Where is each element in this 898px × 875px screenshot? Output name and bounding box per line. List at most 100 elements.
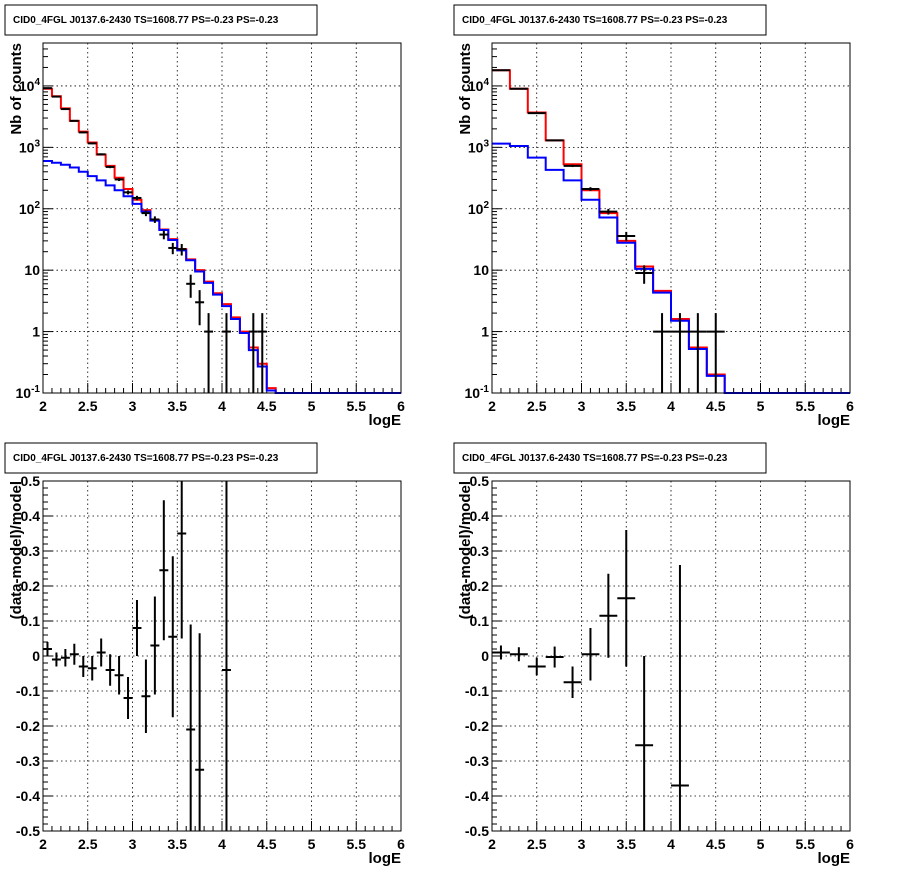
x-tick-label: 3: [578, 398, 586, 414]
data-point: [150, 216, 160, 223]
data-point: [563, 164, 582, 168]
y-tick-label: 1: [32, 324, 40, 340]
x-tick-label: 5: [757, 398, 765, 414]
x-tick-label: 5.5: [796, 398, 816, 414]
residual-point: [60, 649, 70, 667]
residual-point: [527, 657, 546, 676]
residual-point: [599, 573, 618, 658]
x-tick-label: 2.5: [527, 398, 547, 414]
y-axis-label: (data-model)/model: [8, 481, 25, 619]
x-tick-label: 4: [218, 398, 226, 414]
plot-frame: [42, 42, 402, 394]
data-point: [509, 87, 528, 90]
y-tick-label: -0.4: [465, 788, 489, 804]
x-tick-label: 6: [846, 836, 854, 852]
x-axis-label: logE: [818, 850, 851, 867]
data-point: [706, 313, 725, 393]
chart-title: CID0_4FGL J0137.6-2430 TS=1608.77 PS=-0.…: [13, 15, 279, 26]
residual-point: [222, 481, 231, 831]
data-point: [635, 265, 654, 284]
residual-point: [114, 656, 124, 695]
residual-point: [43, 642, 52, 656]
y-tick-label: 10-1: [16, 384, 41, 401]
data-point: [141, 210, 151, 217]
data-point: [132, 195, 142, 201]
y-tick-label: -0.3: [465, 753, 489, 769]
y-tick-label: 0.1: [21, 613, 41, 629]
x-tick-label: 2: [488, 398, 496, 414]
y-tick-label: 104: [468, 77, 490, 94]
data-point: [105, 165, 115, 169]
x-tick-label: 2: [39, 398, 47, 414]
y-tick-label: -0.1: [16, 683, 40, 699]
data-point: [43, 87, 52, 90]
data-point: [688, 313, 707, 393]
residual-point: [123, 677, 133, 719]
y-tick-label: 102: [19, 200, 41, 217]
residual-point: [617, 530, 636, 667]
y-axis-label: Nb of counts: [8, 43, 25, 135]
chart-panel-1: 2 2.5 3 3.5 4 4.5 5 5.5 6 10-1 1 10 102 103 104 logE Nb …: [4, 4, 405, 429]
x-tick-label: 2.5: [527, 836, 547, 852]
data-point: [78, 131, 88, 134]
title-box: [453, 4, 767, 36]
data-point: [69, 119, 79, 122]
data-point: [653, 313, 671, 393]
title-box: [4, 4, 318, 36]
residual-point: [69, 643, 79, 665]
residual-point: [51, 652, 61, 667]
y-tick-label: 0.4: [21, 508, 41, 524]
y-tick-label: 103: [19, 138, 41, 155]
residual-point: [195, 633, 205, 831]
x-axis-label: logE: [369, 850, 402, 867]
x-tick-label: 6: [397, 398, 405, 414]
x-tick-label: 5.5: [347, 836, 367, 852]
chart-title: CID0_4FGL J0137.6-2430 TS=1608.77 PS=-0.…: [462, 15, 728, 26]
y-tick-label: -0.1: [465, 683, 489, 699]
data-point: [177, 243, 187, 256]
x-tick-label: 4.5: [257, 398, 277, 414]
y-tick-label: 0.4: [470, 508, 490, 524]
data-point: [87, 142, 97, 145]
residual-point: [581, 628, 600, 681]
residual-point: [492, 645, 510, 660]
data-point: [204, 313, 214, 393]
residual-point: [159, 500, 169, 641]
data-point: [51, 95, 61, 98]
data-point: [599, 208, 618, 215]
y-tick-label: 10: [473, 262, 489, 278]
x-axis-label: logE: [369, 412, 402, 429]
data-point: [257, 313, 267, 393]
residual-point: [635, 656, 654, 831]
data-point: [159, 230, 169, 240]
residual-point: [105, 654, 115, 686]
x-tick-label: 4: [667, 836, 675, 852]
residual-point: [177, 481, 187, 639]
residual-point: [132, 600, 142, 656]
x-axis-label: logE: [818, 412, 851, 429]
data-point: [222, 313, 231, 393]
y-tick-label: 0: [32, 648, 40, 664]
x-tick-label: 3.5: [168, 836, 188, 852]
chart-title: CID0_4FGL J0137.6-2430 TS=1608.77 PS=-0.…: [462, 453, 728, 464]
y-tick-label: 0.3: [470, 543, 490, 559]
residual-point: [168, 556, 178, 718]
y-tick-label: -0.2: [465, 718, 489, 734]
y-tick-label: 102: [468, 200, 490, 217]
data-point: [60, 108, 70, 111]
data-point: [168, 242, 178, 255]
y-tick-label: -0.4: [16, 788, 40, 804]
residual-point: [671, 565, 689, 831]
residual-point: [150, 596, 160, 695]
x-tick-label: 3.5: [617, 836, 637, 852]
residual-point: [545, 646, 564, 668]
x-tick-label: 5: [308, 836, 316, 852]
x-tick-label: 2.5: [78, 836, 98, 852]
title-box: [453, 442, 767, 474]
residual-point: [96, 638, 106, 667]
x-tick-label: 4: [667, 398, 675, 414]
y-tick-label: 10-1: [465, 384, 490, 401]
y-tick-label: -0.5: [16, 823, 40, 839]
residual-point: [87, 656, 97, 681]
y-tick-label: 10: [24, 262, 40, 278]
